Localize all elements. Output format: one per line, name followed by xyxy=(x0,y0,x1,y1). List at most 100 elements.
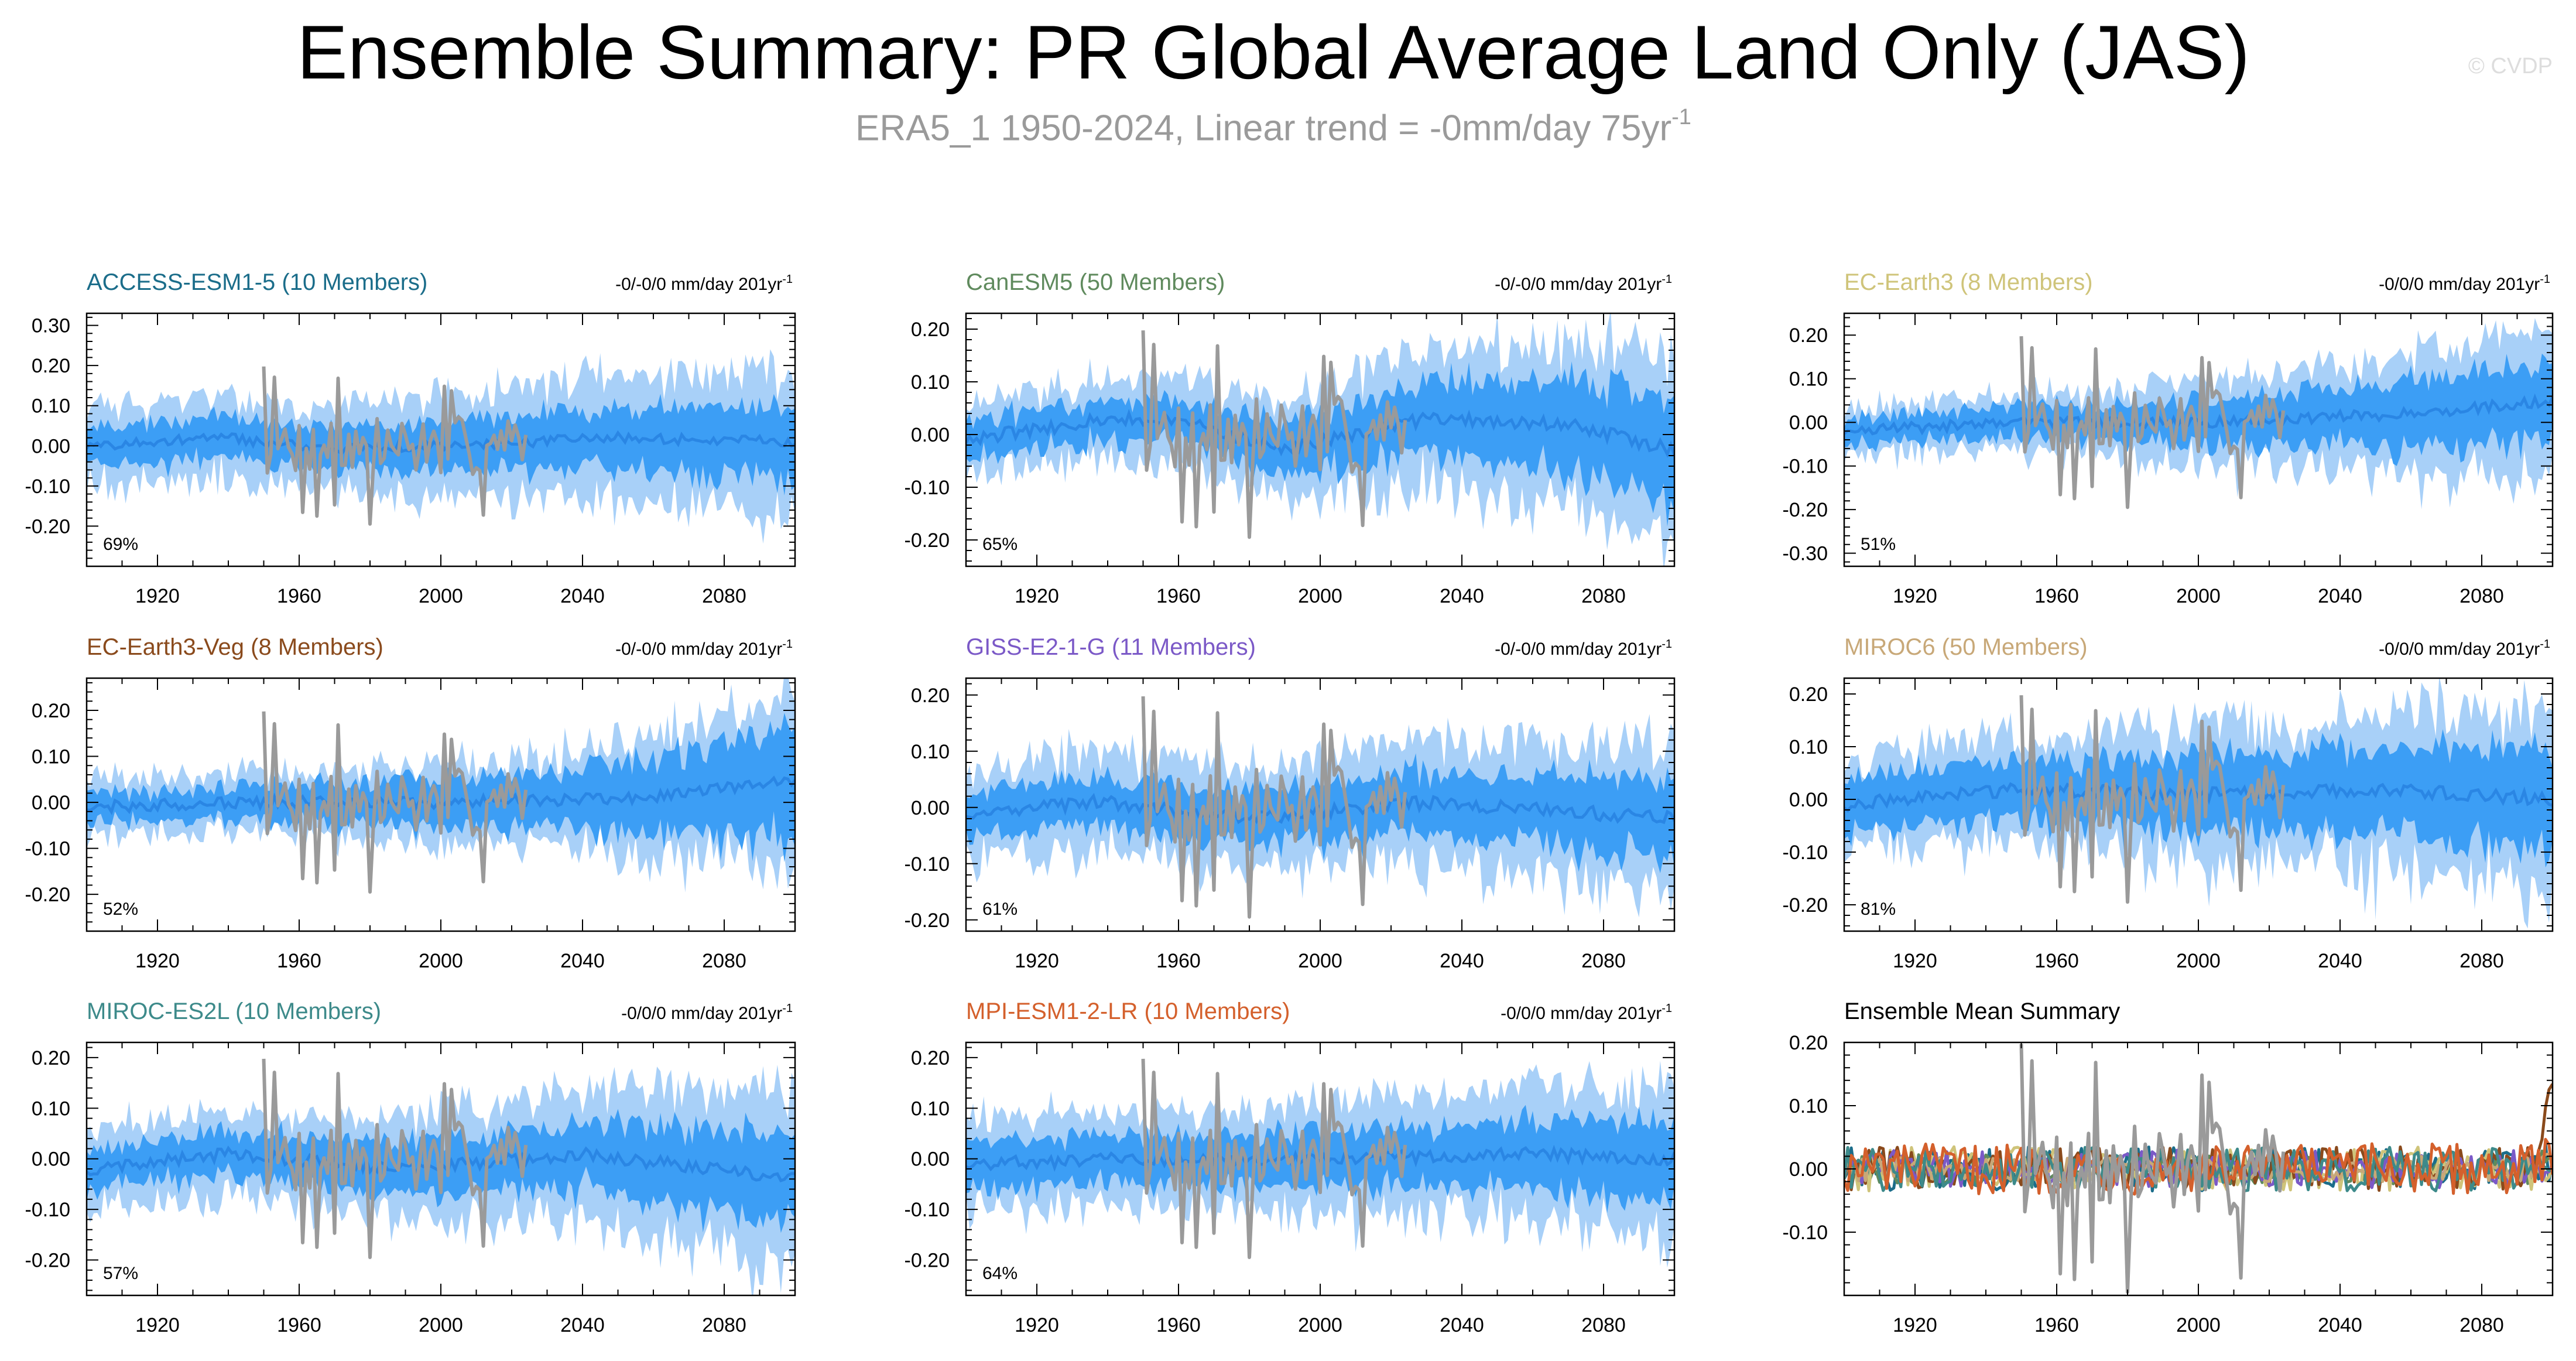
figure-title: Ensemble Summary: PR Global Average Land… xyxy=(297,9,2250,95)
x-tick-label: 1920 xyxy=(1893,585,1937,607)
x-tick-label: 2040 xyxy=(2318,950,2362,972)
y-tick-label: 0.00 xyxy=(32,435,70,457)
x-tick-label: 1960 xyxy=(1156,950,1201,972)
x-tick-label: 1960 xyxy=(1156,1314,1201,1336)
observation-line xyxy=(2019,695,2286,904)
x-tick-label: 1960 xyxy=(2034,585,2079,607)
x-tick-label: 1960 xyxy=(1156,585,1201,607)
panel-title: Ensemble Mean Summary xyxy=(1844,998,2120,1024)
x-tick-label: 1920 xyxy=(1893,950,1937,972)
percent-label: 57% xyxy=(103,1264,138,1283)
x-tick-label: 1920 xyxy=(135,950,180,972)
x-tick-label: 1960 xyxy=(2034,950,2079,972)
y-tick-label: 0.20 xyxy=(32,700,70,722)
y-tick-label: 0.00 xyxy=(911,797,950,819)
plot-area xyxy=(87,678,795,894)
observation-line xyxy=(1141,1058,1407,1259)
x-tick-label: 2080 xyxy=(2459,1314,2504,1336)
y-tick-label: -0.20 xyxy=(1783,499,1828,521)
percent-label: 61% xyxy=(982,900,1018,919)
x-tick-label: 1960 xyxy=(277,950,321,972)
y-tick-label: 0.10 xyxy=(1789,368,1828,391)
x-tick-label: 2080 xyxy=(1581,585,1626,607)
x-tick-label: 2080 xyxy=(1581,1314,1626,1336)
percent-label: 64% xyxy=(982,1264,1018,1283)
y-tick-label: -0.20 xyxy=(25,1250,71,1272)
y-tick-label: 0.20 xyxy=(911,1047,950,1069)
subtitle-exponent: -1 xyxy=(1671,105,1691,129)
observation-line xyxy=(1141,330,1407,539)
percent-label: 81% xyxy=(1861,900,1896,919)
x-tick-label: 2000 xyxy=(419,585,463,607)
y-tick-label: 0.10 xyxy=(911,741,950,763)
trend-label: -0/-0/0 mm/day 201yr-1 xyxy=(615,638,793,659)
trend-label: -0/0/0 mm/day 201yr-1 xyxy=(621,1002,793,1023)
observation-line xyxy=(262,1058,528,1259)
y-tick-label: -0.20 xyxy=(25,515,71,538)
trend-label-text: -0/0/0 mm/day 201yr xyxy=(1501,1004,1662,1023)
plot-area xyxy=(1844,318,2553,509)
y-tick-label: -0.20 xyxy=(905,529,950,552)
percent-label: 51% xyxy=(1861,535,1896,554)
x-tick-label: 2000 xyxy=(1298,1314,1342,1336)
y-tick-label: 0.20 xyxy=(32,1047,70,1069)
trend-label-text: -0/0/0 mm/day 201yr xyxy=(621,1004,782,1023)
x-tick-label: 2080 xyxy=(2459,950,2504,972)
panel-ec-earth3: 1920 1960 2000 2040 2080 -0.30 -0.20 -0.10 0.00 0… xyxy=(1783,269,2554,607)
x-tick-label: 2040 xyxy=(560,950,605,972)
y-tick-label: 0.00 xyxy=(1789,789,1828,811)
panel-mpi-esm1-2-lr: 1920 1960 2000 2040 2080 -0.20 -0.10 0.00 0.10 0.… xyxy=(905,998,1676,1336)
x-tick-label: 1920 xyxy=(1015,1314,1059,1336)
observation-line xyxy=(262,711,528,894)
x-tick-label: 1920 xyxy=(1893,1314,1937,1336)
x-tick-label: 2000 xyxy=(419,1314,463,1336)
trend-label-text: -0/0/0 mm/day 201yr xyxy=(2379,275,2540,294)
plot-area xyxy=(1844,1044,2553,1294)
x-tick-label: 2040 xyxy=(2318,1314,2362,1336)
trend-label-exponent: -1 xyxy=(2540,638,2550,651)
plot-area xyxy=(966,696,1674,919)
observation-line xyxy=(2019,336,2286,509)
y-tick-label: 0.10 xyxy=(32,746,70,768)
y-tick-label: 0.10 xyxy=(911,371,950,394)
y-tick-label: 0.30 xyxy=(32,315,70,337)
y-tick-label: -0.10 xyxy=(25,838,71,860)
y-tick-label: 0.00 xyxy=(32,792,70,814)
y-tick-label: 0.10 xyxy=(1789,736,1828,758)
y-tick-label: 0.20 xyxy=(1789,1032,1828,1054)
trend-label-exponent: -1 xyxy=(1662,273,1672,286)
plot-area xyxy=(966,1058,1674,1268)
panel-ensemble: 1920 1960 2000 2040 2080 -0.10 0.00 0.10 0.20 Ens… xyxy=(1783,998,2554,1336)
y-tick-label: -0.10 xyxy=(905,853,950,876)
trend-label: -0/-0/0 mm/day 201yr-1 xyxy=(1495,273,1672,294)
x-tick-label: 2080 xyxy=(702,585,746,607)
y-tick-label: -0.10 xyxy=(905,477,950,499)
panel-canesm5: 1920 1960 2000 2040 2080 -0.20 -0.10 0.00 0.10 0.… xyxy=(905,269,1676,607)
x-tick-label: 2040 xyxy=(2318,585,2362,607)
y-tick-label: 0.10 xyxy=(32,395,70,418)
trend-label-exponent: -1 xyxy=(782,638,793,651)
trend-label: -0/0/0 mm/day 201yr-1 xyxy=(1501,1002,1672,1023)
trend-label-exponent: -1 xyxy=(1662,1002,1672,1015)
panel-miroc6: 1920 1960 2000 2040 2080 -0.20 -0.10 0.00 0.10 0.… xyxy=(1783,634,2554,972)
y-tick-label: 0.20 xyxy=(1789,683,1828,706)
trend-label-exponent: -1 xyxy=(1662,638,1672,651)
panel-title: EC-Earth3 (8 Members) xyxy=(1844,269,2093,295)
y-tick-label: 0.10 xyxy=(32,1097,70,1120)
y-tick-label: -0.10 xyxy=(905,1199,950,1221)
y-tick-label: -0.10 xyxy=(25,476,71,498)
y-tick-label: -0.10 xyxy=(1783,1222,1828,1244)
plot-area xyxy=(966,313,1674,566)
x-tick-label: 2040 xyxy=(1440,950,1484,972)
observation-line xyxy=(2019,1044,2286,1294)
panel-title: ACCESS-ESM1-5 (10 Members) xyxy=(87,269,427,295)
figure-subtitle: ERA5_1 1950-2024, Linear trend = -0mm/da… xyxy=(0,98,2547,151)
panel-giss-e2-1-g: 1920 1960 2000 2040 2080 -0.20 -0.10 0.00 0.10 0.… xyxy=(905,634,1676,972)
panel-ec-earth3-veg: 1920 1960 2000 2040 2080 -0.20 -0.10 0.00 0.10 0.… xyxy=(25,634,796,972)
x-tick-label: 2000 xyxy=(1298,950,1342,972)
trend-label-text: -0/0/0 mm/day 201yr xyxy=(2379,640,2540,659)
x-tick-label: 2080 xyxy=(2459,585,2504,607)
subtitle-text: ERA5_1 1950-2024, Linear trend = -0mm/da… xyxy=(855,108,1672,149)
y-tick-label: 0.10 xyxy=(1789,1095,1828,1117)
